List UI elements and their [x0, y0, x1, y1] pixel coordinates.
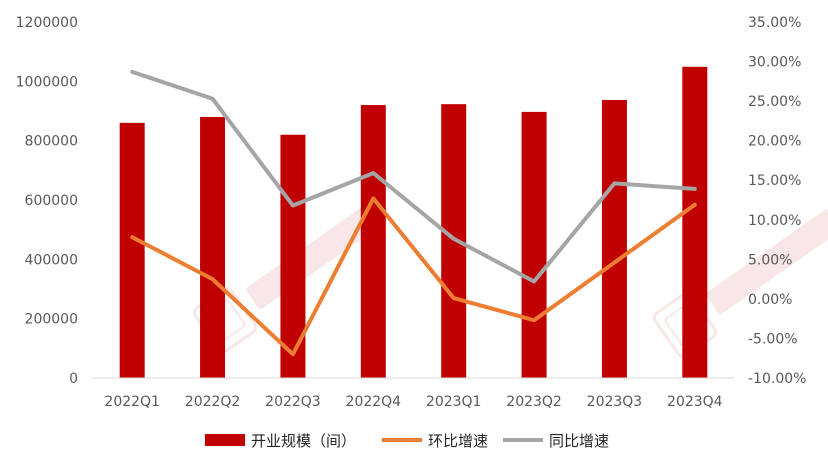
left-axis-tick-label: 600000	[25, 193, 78, 209]
left-axis-tick-label: 800000	[25, 134, 78, 150]
x-axis-tick-label: 2023Q3	[587, 394, 643, 410]
bar	[119, 122, 145, 378]
right-axis-tick-label: -10.00%	[748, 371, 806, 387]
bar	[441, 104, 467, 378]
legend: 开业规模（间） 环比增速 同比增速	[205, 432, 609, 450]
bar	[521, 111, 547, 378]
bar-series	[119, 66, 708, 379]
x-axis-tick-label: 2023Q2	[506, 394, 562, 410]
bar	[360, 105, 386, 379]
x-axis-tick-label: 2022Q2	[185, 394, 241, 410]
x-axis-tick-label: 2022Q1	[104, 394, 160, 410]
right-axis-tick-label: 20.00%	[748, 134, 801, 150]
bar	[601, 100, 627, 379]
left-axis-tick-label: 400000	[25, 252, 78, 268]
x-axis-tick-label: 2022Q4	[346, 394, 402, 410]
left-axis-tick-label: 200000	[25, 312, 78, 328]
bar	[200, 116, 226, 378]
x-axis-tick-label: 2022Q3	[265, 394, 321, 410]
left-axis-tick-label: 0	[69, 371, 78, 387]
bar	[682, 66, 708, 379]
left-axis-tick-label: 1000000	[16, 74, 78, 90]
right-axis-tick-label: 5.00%	[748, 252, 792, 268]
left-axis: 0 200000 400000 600000 800000 1000000 1200000	[16, 15, 78, 387]
legend-swatch	[205, 434, 245, 446]
right-axis-tick-label: 15.00%	[748, 173, 801, 189]
right-axis-tick-label: -5.00%	[748, 331, 798, 347]
legend-label: 同比增速	[549, 432, 609, 450]
series-line	[130, 69, 697, 284]
series-line	[130, 196, 697, 357]
line-series	[130, 69, 697, 357]
legend-label: 开业规模（间）	[251, 432, 356, 450]
right-axis-tick-label: 10.00%	[748, 213, 801, 229]
x-axis-tick-label: 2023Q4	[667, 394, 723, 410]
right-axis: -10.00% -5.00% 0.00% 5.00% 10.00% 15.00% 20.00…	[748, 15, 806, 387]
right-axis-tick-label: 0.00%	[748, 292, 792, 308]
legend-label: 环比增速	[428, 432, 488, 450]
left-axis-tick-label: 1200000	[16, 15, 78, 31]
right-axis-tick-label: 35.00%	[748, 15, 801, 31]
x-axis: 2022Q1 2022Q2 2022Q3 2022Q4 2023Q1 2023Q2 2023…	[104, 394, 722, 410]
watermark	[192, 204, 828, 359]
right-axis-tick-label: 25.00%	[748, 94, 801, 110]
right-axis-tick-label: 30.00%	[748, 55, 801, 71]
x-axis-tick-label: 2023Q1	[426, 394, 482, 410]
